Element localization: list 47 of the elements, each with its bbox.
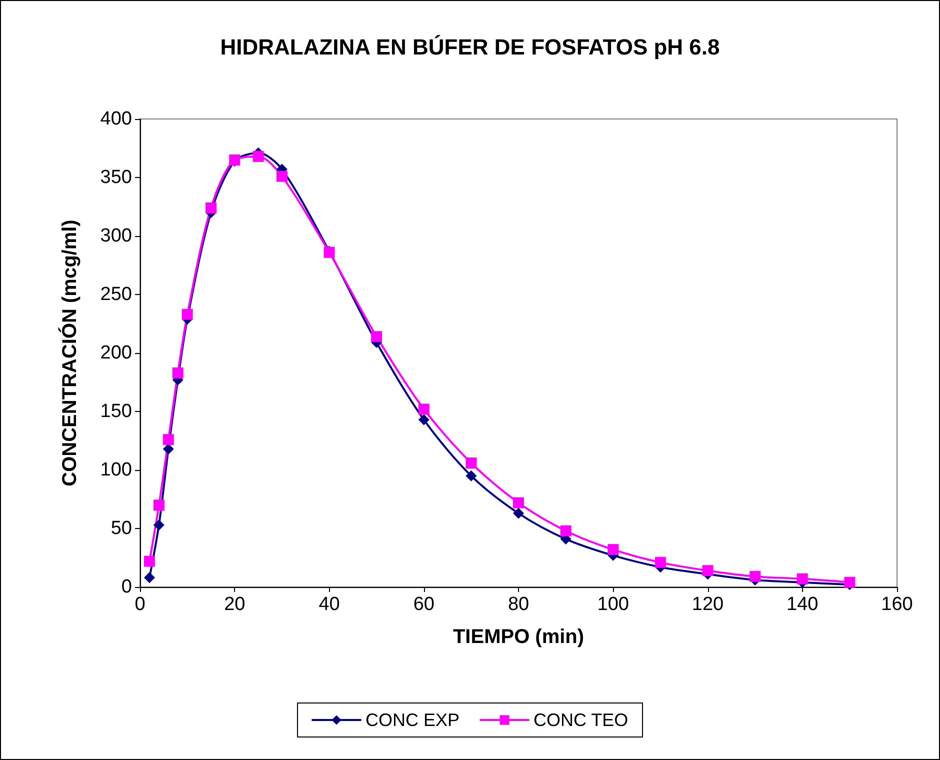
x-tick-label: 120 bbox=[692, 594, 724, 615]
point bbox=[252, 150, 264, 162]
point bbox=[466, 470, 477, 482]
point bbox=[153, 519, 164, 530]
x-tick-label: 160 bbox=[881, 594, 913, 615]
point bbox=[654, 556, 666, 568]
x-tick-label: 80 bbox=[508, 594, 530, 615]
legend-label: CONC EXP bbox=[365, 710, 460, 730]
x-tick-label: 0 bbox=[134, 594, 146, 615]
point bbox=[466, 457, 477, 468]
point bbox=[182, 308, 193, 320]
y-tick-label: 300 bbox=[100, 226, 132, 246]
point bbox=[418, 414, 430, 426]
point bbox=[844, 576, 856, 588]
y-tick-label: 250 bbox=[100, 284, 132, 305]
y-axis-title: CONCENTRACIÓN (mcg/ml) bbox=[58, 220, 81, 486]
y-tick-label: 100 bbox=[100, 460, 132, 480]
point bbox=[702, 565, 714, 576]
x-tick-label: 140 bbox=[786, 594, 818, 615]
legend-label: CONC TEO bbox=[534, 710, 628, 730]
y-tick-label: 400 bbox=[100, 108, 132, 130]
point bbox=[418, 404, 430, 415]
chart-title: HIDRALAZINA EN BÚFER DE FOSFATOS pH 6.8 bbox=[220, 34, 720, 60]
point bbox=[144, 572, 155, 584]
x-axis-title: TIEMPO (min) bbox=[452, 626, 584, 648]
y-tick-label: 0 bbox=[121, 576, 132, 598]
point bbox=[796, 573, 808, 584]
y-tick-label: 50 bbox=[110, 518, 132, 539]
point bbox=[276, 170, 288, 182]
point bbox=[144, 556, 155, 567]
point bbox=[162, 434, 174, 446]
y-tick-label: 350 bbox=[100, 167, 132, 188]
point bbox=[750, 570, 761, 582]
x-tick-label: 20 bbox=[224, 594, 246, 615]
y-tick-label: 150 bbox=[100, 401, 132, 422]
x-tick-label: 40 bbox=[318, 594, 340, 615]
x-tick-label: 60 bbox=[413, 594, 434, 615]
point bbox=[172, 367, 184, 378]
point bbox=[560, 525, 572, 536]
point bbox=[513, 508, 524, 519]
y-tick-label: 200 bbox=[100, 342, 132, 364]
point bbox=[205, 202, 216, 214]
point bbox=[153, 500, 164, 511]
point bbox=[371, 331, 382, 342]
x-tick-label: 100 bbox=[597, 594, 629, 615]
point bbox=[513, 497, 524, 508]
point bbox=[608, 544, 619, 556]
